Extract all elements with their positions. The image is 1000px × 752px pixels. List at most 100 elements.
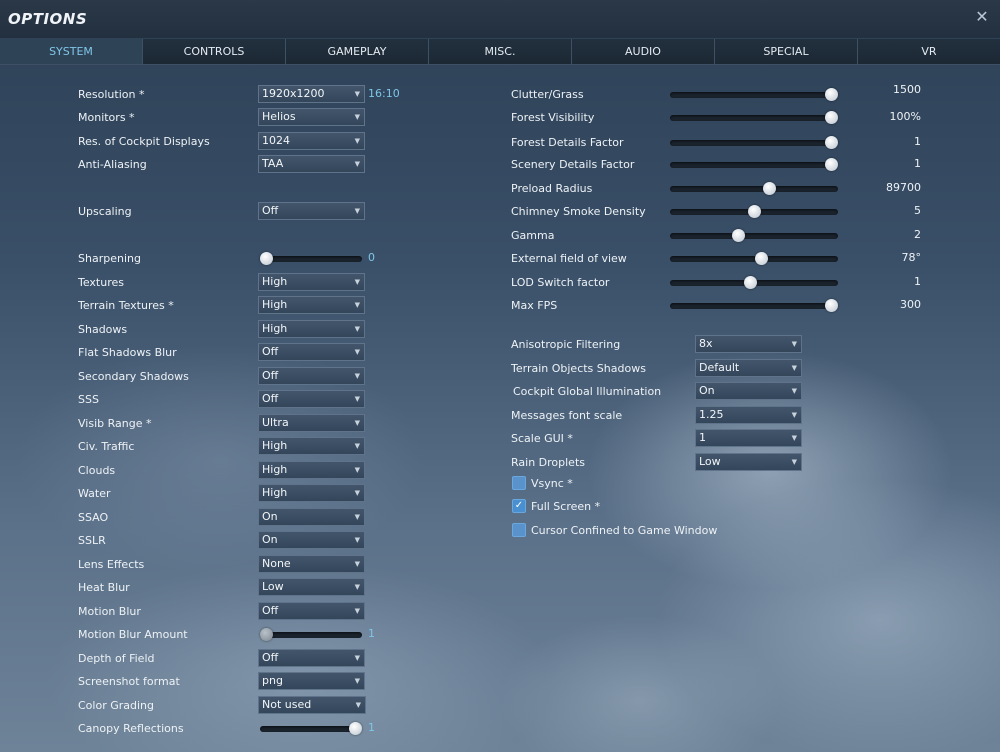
title-bar: OPTIONS ✕ — [0, 0, 1000, 38]
gamma-slider-track — [670, 233, 838, 239]
vsync-label: Vsync * — [531, 477, 573, 490]
caret-down-icon: ▼ — [354, 677, 360, 685]
upscaling-value: Off — [262, 204, 279, 217]
caret-down-icon: ▼ — [354, 607, 360, 615]
sss-dropdown[interactable]: Off ▼ — [258, 390, 365, 408]
heat-blur-value: Low — [262, 580, 284, 593]
fov-slider-thumb[interactable] — [755, 252, 768, 265]
screenshot-format-label: Screenshot format — [78, 675, 180, 688]
forest-visibility-value-text: 100% — [889, 110, 921, 123]
max-fps-slider-thumb[interactable] — [825, 299, 838, 312]
anti-aliasing-dropdown[interactable]: TAA ▼ — [258, 155, 365, 173]
close-icon[interactable]: ✕ — [975, 7, 989, 26]
caret-down-icon: ▼ — [354, 325, 360, 333]
color-grading-dropdown[interactable]: Not used ▼ — [258, 696, 366, 714]
tab-misc[interactable]: MISC. — [429, 39, 572, 64]
shadows-label: Shadows — [78, 323, 128, 336]
motion-blur-dropdown[interactable]: Off ▼ — [258, 602, 365, 620]
cursor-confined-checkbox[interactable] — [512, 523, 526, 537]
scale-gui-dropdown[interactable]: 1 ▼ — [695, 429, 802, 447]
tab-system[interactable]: SYSTEM — [0, 39, 143, 64]
cockpit-gi-dropdown[interactable]: On ▼ — [695, 382, 802, 400]
caret-down-icon: ▼ — [354, 395, 360, 403]
canopy-reflections-slider-thumb[interactable] — [349, 722, 362, 735]
sharpening-slider-thumb[interactable] — [260, 252, 273, 265]
fov-slider[interactable] — [670, 252, 838, 265]
max-fps-slider[interactable] — [670, 299, 838, 312]
sslr-dropdown[interactable]: On ▼ — [258, 531, 365, 549]
water-dropdown[interactable]: High ▼ — [258, 484, 365, 502]
forest-visibility-label: Forest Visibility — [511, 111, 595, 124]
caret-down-icon: ▼ — [354, 654, 360, 662]
full-screen-checkbox[interactable]: ✓ — [512, 499, 526, 513]
tab-audio[interactable]: AUDIO — [572, 39, 715, 64]
visib-range-dropdown[interactable]: Ultra ▼ — [258, 414, 365, 432]
forest-details-value-text: 1 — [914, 135, 921, 148]
textures-dropdown[interactable]: High ▼ — [258, 273, 365, 291]
lens-effects-value: None — [262, 557, 291, 570]
motion-blur-amount-slider[interactable] — [260, 628, 362, 641]
forest-visibility-slider[interactable] — [670, 111, 838, 124]
vsync-checkbox[interactable] — [512, 476, 526, 490]
chimney-smoke-value-text: 5 — [914, 204, 921, 217]
sharpening-value-text: 0 — [368, 251, 375, 264]
lod-switch-slider[interactable] — [670, 276, 838, 289]
shadows-dropdown[interactable]: High ▼ — [258, 320, 365, 338]
cockpit-res-label: Res. of Cockpit Displays — [78, 135, 210, 148]
sharpening-label: Sharpening — [78, 252, 141, 265]
clutter-grass-slider-thumb[interactable] — [825, 88, 838, 101]
secondary-shadows-dropdown[interactable]: Off ▼ — [258, 367, 365, 385]
monitors-dropdown[interactable]: Helios ▼ — [258, 108, 365, 126]
heat-blur-dropdown[interactable]: Low ▼ — [258, 578, 365, 596]
tab-controls[interactable]: CONTROLS — [143, 39, 286, 64]
motion-blur-amount-slider-track — [260, 632, 362, 638]
caret-down-icon: ▼ — [354, 419, 360, 427]
caret-down-icon: ▼ — [791, 434, 797, 442]
color-grading-label: Color Grading — [78, 699, 154, 712]
terrain-objects-shadows-value: Default — [699, 361, 740, 374]
clutter-grass-slider[interactable] — [670, 88, 838, 101]
tab-vr[interactable]: VR — [858, 39, 1000, 64]
caret-down-icon: ▼ — [354, 90, 360, 98]
terrain-textures-dropdown[interactable]: High ▼ — [258, 296, 365, 314]
preload-radius-slider-thumb[interactable] — [763, 182, 776, 195]
forest-visibility-slider-thumb[interactable] — [825, 111, 838, 124]
terrain-objects-shadows-dropdown[interactable]: Default ▼ — [695, 359, 802, 377]
caret-down-icon: ▼ — [791, 411, 797, 419]
upscaling-dropdown[interactable]: Off ▼ — [258, 202, 365, 220]
lod-switch-slider-thumb[interactable] — [744, 276, 757, 289]
scenery-details-slider[interactable] — [670, 158, 838, 171]
chimney-smoke-slider[interactable] — [670, 205, 838, 218]
cockpit-res-dropdown[interactable]: 1024 ▼ — [258, 132, 365, 150]
forest-details-slider[interactable] — [670, 136, 838, 149]
caret-down-icon: ▼ — [354, 207, 360, 215]
caret-down-icon: ▼ — [791, 364, 797, 372]
clouds-label: Clouds — [78, 464, 116, 477]
motion-blur-amount-label: Motion Blur Amount — [78, 628, 188, 641]
scenery-details-slider-thumb[interactable] — [825, 158, 838, 171]
ssao-dropdown[interactable]: On ▼ — [258, 508, 365, 526]
screenshot-format-dropdown[interactable]: png ▼ — [258, 672, 365, 690]
depth-of-field-dropdown[interactable]: Off ▼ — [258, 649, 365, 667]
full-screen-label: Full Screen * — [531, 500, 601, 513]
motion-blur-amount-slider-thumb[interactable] — [260, 628, 273, 641]
preload-radius-value-text: 89700 — [886, 181, 921, 194]
flat-shadows-blur-dropdown[interactable]: Off ▼ — [258, 343, 365, 361]
preload-radius-slider[interactable] — [670, 182, 838, 195]
caret-down-icon: ▼ — [354, 137, 360, 145]
sharpening-slider[interactable] — [260, 252, 362, 265]
forest-details-slider-thumb[interactable] — [825, 136, 838, 149]
resolution-dropdown[interactable]: 1920x1200 ▼ — [258, 85, 365, 103]
tab-gameplay[interactable]: GAMEPLAY — [286, 39, 429, 64]
clouds-dropdown[interactable]: High ▼ — [258, 461, 365, 479]
civ-traffic-dropdown[interactable]: High ▼ — [258, 437, 365, 455]
chimney-smoke-slider-thumb[interactable] — [748, 205, 761, 218]
canopy-reflections-slider[interactable] — [260, 722, 362, 735]
tab-special[interactable]: SPECIAL — [715, 39, 858, 64]
gamma-slider[interactable] — [670, 229, 838, 242]
lens-effects-dropdown[interactable]: None ▼ — [258, 555, 365, 573]
anisotropic-dropdown[interactable]: 8x ▼ — [695, 335, 802, 353]
gamma-slider-thumb[interactable] — [732, 229, 745, 242]
rain-droplets-dropdown[interactable]: Low ▼ — [695, 453, 802, 471]
messages-font-scale-dropdown[interactable]: 1.25 ▼ — [695, 406, 802, 424]
